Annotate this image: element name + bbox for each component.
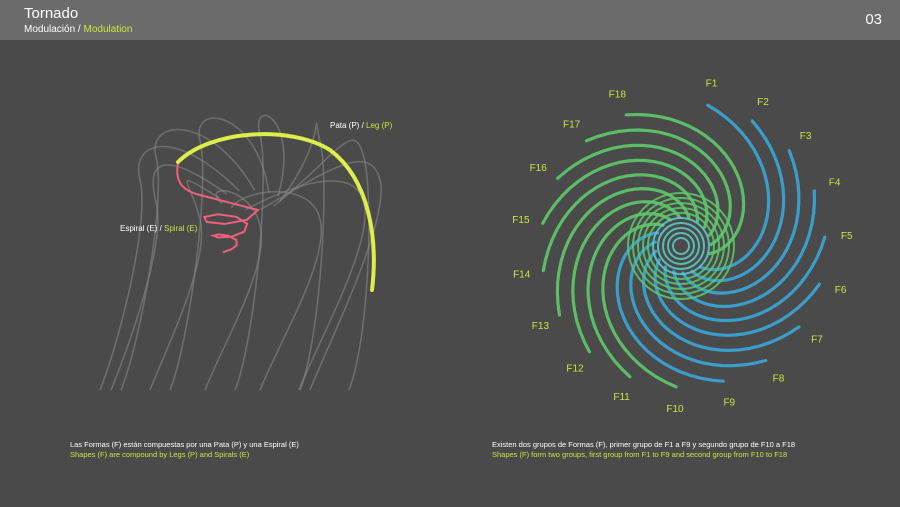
form-label-f14: F14 bbox=[513, 270, 531, 281]
core-ring bbox=[627, 192, 735, 300]
form-label-f11: F11 bbox=[613, 392, 630, 403]
right-caption-en: Shapes (F) form two groups, first group … bbox=[492, 450, 788, 459]
ghost-form-line bbox=[99, 145, 240, 391]
form-arm-f9 bbox=[615, 231, 725, 383]
form-label-f1: F1 bbox=[706, 79, 718, 90]
form-arm-f3 bbox=[681, 149, 801, 295]
form-arm-f17 bbox=[584, 128, 732, 247]
leg-label-separator: / bbox=[359, 121, 366, 130]
form-arm-f5 bbox=[663, 235, 827, 323]
subtitle-es: Modulación bbox=[24, 24, 76, 35]
left-caption: Las Formas (F) están compuestas por una … bbox=[70, 440, 299, 460]
form-label-f13: F13 bbox=[532, 321, 550, 332]
form-label-f2: F2 bbox=[757, 97, 769, 108]
core-ring bbox=[637, 202, 725, 290]
leg-label-en: Leg (P) bbox=[366, 121, 393, 130]
tornado-shape-diagram: Pata (P) / Leg (P) Espiral (E) / Spiral … bbox=[99, 114, 393, 391]
form-arm-f6 bbox=[653, 258, 822, 337]
spiral-label: Espiral (E) / Spiral (E) bbox=[120, 224, 198, 233]
core-ring bbox=[672, 237, 690, 255]
spiral-label-en: Spiral (E) bbox=[164, 224, 198, 233]
ghost-form-line bbox=[245, 180, 366, 391]
form-groups-diagram: F1 F2 F3 F4 F5 F6 F7 F8 F9 F10 F11 F12 F13 F14 F15 F16 F… bbox=[512, 79, 853, 415]
ghost-form-line bbox=[120, 128, 256, 391]
form-label-f8: F8 bbox=[773, 373, 785, 384]
form-arm-f10 bbox=[601, 222, 678, 389]
core-ring bbox=[652, 217, 710, 275]
form-label-f4: F4 bbox=[829, 178, 841, 189]
form-label-f17: F17 bbox=[563, 120, 581, 131]
left-caption-es: Las Formas (F) están compuestas por una … bbox=[70, 440, 299, 449]
left-caption-en: Shapes (F) are compound by Legs (P) and … bbox=[70, 450, 250, 459]
ghost-form-line bbox=[149, 179, 221, 391]
form-arm-f7 bbox=[641, 249, 801, 353]
ghost-form-line bbox=[260, 161, 382, 391]
page-title: Tornado bbox=[24, 5, 79, 22]
page-subtitle: Modulación / Modulation bbox=[24, 24, 132, 35]
form-label-f6: F6 bbox=[835, 285, 847, 296]
ghost-form-line bbox=[230, 190, 323, 391]
form-arm-f11 bbox=[586, 212, 673, 379]
form-arm-f18 bbox=[624, 112, 746, 256]
form-label-f16: F16 bbox=[530, 163, 548, 174]
subtitle-separator: / bbox=[75, 24, 84, 35]
form-arm-f12 bbox=[571, 200, 682, 354]
spiral-label-es: Espiral (E) bbox=[120, 224, 158, 233]
leg-highlight bbox=[176, 132, 376, 292]
subtitle-en: Modulation bbox=[83, 24, 133, 35]
ghost-form-line bbox=[110, 164, 228, 391]
form-arms bbox=[541, 103, 827, 389]
form-label-f15: F15 bbox=[512, 215, 530, 226]
ghost-forms bbox=[99, 114, 382, 391]
ghost-form-line bbox=[272, 139, 370, 391]
vortex-core bbox=[627, 192, 735, 300]
form-arm-f4 bbox=[672, 189, 817, 309]
ghost-form-line bbox=[204, 189, 263, 391]
core-ring bbox=[642, 207, 720, 285]
core-ring bbox=[667, 232, 695, 260]
form-labels: F1 F2 F3 F4 F5 F6 F7 F8 F9 F10 F11 F12 F13 F14 F15 F16 F… bbox=[512, 79, 853, 415]
form-label-f10: F10 bbox=[666, 404, 684, 415]
form-arm-f16 bbox=[556, 143, 720, 237]
form-label-f5: F5 bbox=[841, 231, 853, 242]
core-ring bbox=[632, 197, 730, 295]
header-bar: Tornado Modulación / Modulation 03 bbox=[0, 0, 900, 40]
leg-label: Pata (P) / Leg (P) bbox=[330, 121, 393, 130]
spiral-highlight bbox=[176, 161, 261, 254]
core-ring bbox=[657, 222, 705, 270]
form-label-f12: F12 bbox=[566, 363, 584, 374]
form-label-f18: F18 bbox=[609, 90, 627, 101]
core-ring bbox=[662, 227, 700, 265]
form-label-f7: F7 bbox=[811, 335, 823, 346]
leg-label-es: Pata (P) bbox=[330, 121, 360, 130]
form-arm-f8 bbox=[629, 240, 768, 368]
core-ring bbox=[647, 212, 715, 280]
right-caption: Existen dos grupos de Formas (F), primer… bbox=[492, 440, 795, 460]
form-label-f3: F3 bbox=[800, 131, 812, 142]
ghost-form-line bbox=[169, 117, 270, 391]
form-label-f9: F9 bbox=[723, 397, 735, 408]
right-caption-es: Existen dos grupos de Formas (F), primer… bbox=[492, 440, 796, 449]
spiral-label-separator: / bbox=[157, 224, 164, 233]
page-number: 03 bbox=[865, 11, 882, 28]
